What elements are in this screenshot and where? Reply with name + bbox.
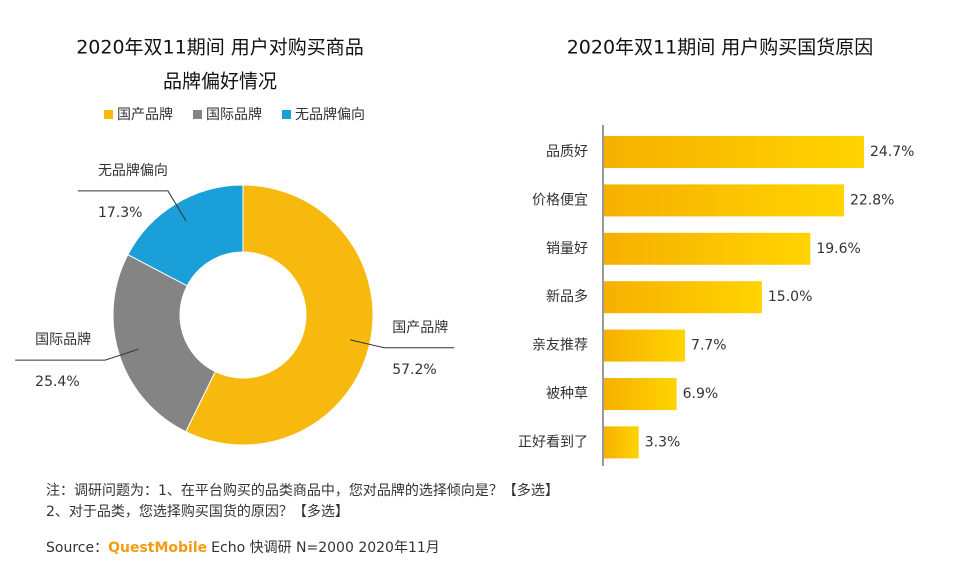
bar-value-label: 7.7%: [691, 338, 727, 354]
legend-label: 国际品牌: [206, 106, 262, 123]
bar-value-label: 15.0%: [768, 289, 812, 305]
bar-value-label: 19.6%: [816, 241, 860, 257]
y-tick-label: 被种草: [546, 386, 588, 402]
legend-swatch: [282, 110, 291, 119]
legend-label: 无品牌偏向: [295, 106, 365, 123]
slice-label: 国际品牌: [35, 331, 91, 348]
donut-slice: [185, 184, 374, 446]
source-text: Echo 快调研 N=2000 2020年11月: [211, 540, 440, 556]
slice-label: 国产品牌: [392, 319, 448, 336]
slice-value-label: 17.3%: [98, 205, 142, 221]
slice-value-label: 57.2%: [392, 362, 436, 378]
chart-title: 品牌偏好情况: [163, 71, 277, 93]
y-tick-label: 正好看到了: [518, 434, 588, 450]
bar: [604, 426, 639, 459]
leader-line: [350, 339, 455, 349]
note: 注：调研问题为：1、在平台购买的品类商品中，您对品牌的选择倾向是？【多选】: [46, 482, 559, 499]
legend-swatch: [104, 110, 113, 119]
source-prefix: Source：: [46, 540, 108, 556]
bar-value-label: 6.9%: [683, 386, 719, 402]
chart-title: 2020年双11期间 用户购买国货原因: [567, 37, 874, 59]
bar: [604, 281, 762, 314]
source: Source：QuestMobile Echo 快调研 N=2000 2020年1…: [46, 540, 440, 556]
bar: [604, 378, 677, 410]
slice-label: 无品牌偏向: [98, 162, 168, 179]
bar-value-label: 24.7%: [870, 144, 914, 160]
leader-line: [15, 348, 139, 361]
leader-line: [77, 190, 187, 222]
donut-slice: [127, 184, 244, 287]
source-brand: QuestMobile: [108, 540, 207, 556]
legend-label: 国产品牌: [117, 106, 173, 123]
note: 2、对于品类，您选择购买国货的原因？【多选】: [46, 503, 349, 520]
y-tick-label: 品质好: [546, 144, 588, 160]
y-tick-label: 销量好: [546, 241, 588, 257]
y-tick-label: 价格便宜: [532, 192, 588, 208]
bar-value-label: 22.8%: [850, 192, 894, 208]
bar: [604, 232, 811, 265]
donut-slice: [112, 253, 216, 433]
bar: [604, 136, 864, 168]
y-tick-label: 新品多: [546, 288, 588, 305]
bar-value-label: 3.3%: [645, 434, 681, 450]
y-tick-label: 亲友推荐: [532, 338, 588, 354]
chart-title: 2020年双11期间 用户对购买商品: [76, 37, 364, 59]
bar: [604, 184, 844, 217]
legend-swatch: [193, 110, 202, 119]
bar: [604, 329, 686, 362]
slice-value-label: 25.4%: [35, 374, 79, 390]
